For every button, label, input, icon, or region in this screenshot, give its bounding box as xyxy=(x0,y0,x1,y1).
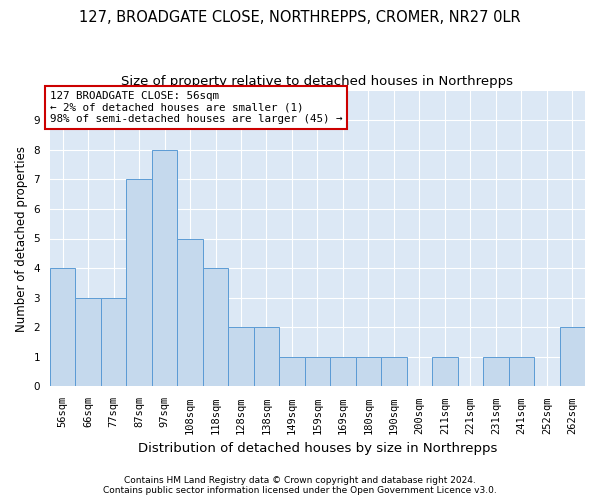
Title: Size of property relative to detached houses in Northrepps: Size of property relative to detached ho… xyxy=(121,75,514,88)
Bar xyxy=(483,357,509,386)
Bar xyxy=(305,357,330,386)
Bar xyxy=(279,357,305,386)
Bar xyxy=(509,357,534,386)
Bar xyxy=(178,238,203,386)
Bar xyxy=(228,328,254,386)
Bar xyxy=(432,357,458,386)
Bar xyxy=(50,268,76,386)
Text: Contains HM Land Registry data © Crown copyright and database right 2024.
Contai: Contains HM Land Registry data © Crown c… xyxy=(103,476,497,495)
Bar xyxy=(76,298,101,386)
Bar xyxy=(356,357,381,386)
Bar xyxy=(127,180,152,386)
Bar xyxy=(152,150,178,386)
Bar xyxy=(101,298,127,386)
Bar xyxy=(381,357,407,386)
Bar xyxy=(203,268,228,386)
Bar xyxy=(330,357,356,386)
Text: 127 BROADGATE CLOSE: 56sqm
← 2% of detached houses are smaller (1)
98% of semi-d: 127 BROADGATE CLOSE: 56sqm ← 2% of detac… xyxy=(50,90,343,124)
Bar xyxy=(560,328,585,386)
Text: 127, BROADGATE CLOSE, NORTHREPPS, CROMER, NR27 0LR: 127, BROADGATE CLOSE, NORTHREPPS, CROMER… xyxy=(79,10,521,25)
Y-axis label: Number of detached properties: Number of detached properties xyxy=(15,146,28,332)
Bar xyxy=(254,328,279,386)
X-axis label: Distribution of detached houses by size in Northrepps: Distribution of detached houses by size … xyxy=(138,442,497,455)
